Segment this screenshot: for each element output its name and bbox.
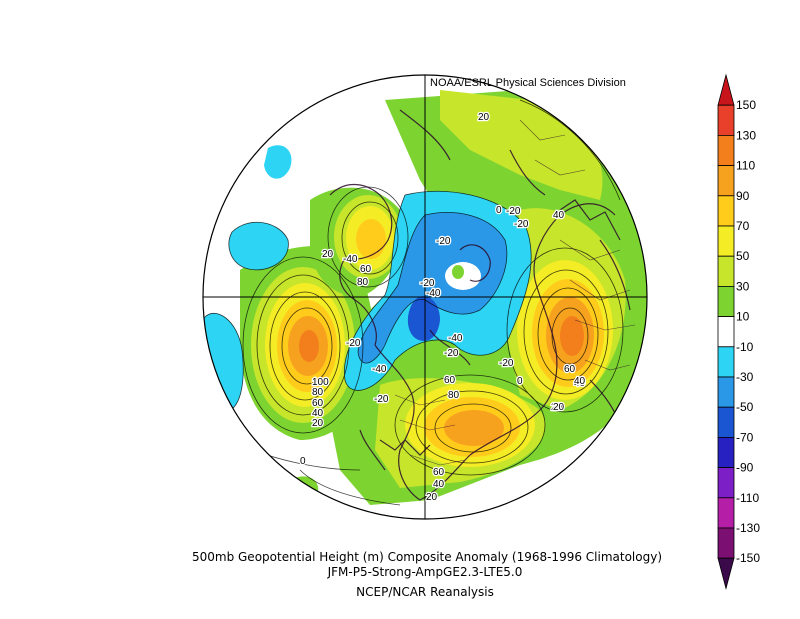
ridge-south bbox=[405, 383, 535, 467]
near-zero-island bbox=[445, 262, 481, 290]
contour-label: -20 bbox=[436, 236, 451, 247]
negative-patch-far-north bbox=[264, 145, 292, 179]
contour-label: 100 bbox=[312, 377, 329, 388]
ridge-northwest bbox=[334, 195, 402, 279]
contour-label: 20 bbox=[553, 402, 565, 413]
contour-label: 20 bbox=[322, 249, 334, 260]
caption-composite: JFM-P5-Strong-AmpGE2.3-LTE5.0 bbox=[327, 565, 523, 579]
colorbar-swatch bbox=[717, 285, 735, 317]
map-outline bbox=[202, 74, 648, 520]
contour-label: 60 bbox=[312, 398, 324, 409]
contour-label: 0 bbox=[300, 456, 306, 467]
borders bbox=[394, 119, 636, 466]
negative-patch-pacific-north bbox=[228, 222, 289, 270]
contour-label: 40 bbox=[553, 210, 565, 221]
colorbar-tick-label: 150 bbox=[736, 98, 756, 112]
colorbar-swatch bbox=[717, 316, 735, 348]
contour-label: -20 bbox=[514, 219, 529, 230]
anomaly-fields bbox=[203, 75, 647, 519]
colorbar-swatch bbox=[717, 557, 735, 590]
contour-label: -40 bbox=[343, 254, 358, 265]
contour-label: 0 bbox=[496, 205, 502, 216]
contour-label: 0 bbox=[517, 376, 523, 387]
contour-label: -40 bbox=[426, 288, 441, 299]
negative-core-polar bbox=[358, 212, 507, 364]
colorbar-tick-label: 50 bbox=[736, 249, 750, 263]
contour-label: -20 bbox=[506, 206, 521, 217]
contour-label: 80 bbox=[448, 390, 460, 401]
contour-label: -20 bbox=[420, 278, 435, 289]
contour-label: 80 bbox=[312, 387, 324, 398]
contour-label: 60 bbox=[564, 364, 576, 375]
contour-label: 20 bbox=[478, 112, 490, 123]
contour-label: 60 bbox=[433, 467, 445, 478]
colorbar-tick-label: -110 bbox=[736, 491, 759, 505]
colorbar-swatch bbox=[717, 406, 735, 438]
colorbar-swatch bbox=[717, 497, 735, 529]
small-positive-cell bbox=[452, 265, 464, 279]
meridian-axes bbox=[203, 75, 647, 519]
colorbar-swatch bbox=[717, 225, 735, 257]
colorbar-tick-label: -90 bbox=[736, 461, 754, 475]
contour-label: 40 bbox=[433, 479, 445, 490]
colorbar-tick-label: 130 bbox=[736, 128, 756, 142]
contour-label: 40 bbox=[574, 378, 586, 389]
contour-label: -20 bbox=[346, 338, 361, 349]
colorbar-swatch bbox=[717, 255, 735, 287]
contour-label: -20 bbox=[374, 394, 389, 405]
contour-label: 60 bbox=[444, 375, 456, 386]
contour-label: 20 bbox=[312, 418, 324, 429]
colorbar-swatch bbox=[717, 436, 735, 468]
contour-label: -20 bbox=[444, 348, 459, 359]
colorbar-swatch bbox=[717, 73, 735, 106]
contour-label: 60 bbox=[360, 264, 372, 275]
colorbar-tick-label: 90 bbox=[736, 189, 750, 203]
polar-map bbox=[202, 74, 648, 520]
colorbar-swatch bbox=[717, 346, 735, 378]
contour-label: 40 bbox=[574, 376, 586, 387]
caption-source: NCEP/NCAR Reanalysis bbox=[356, 585, 494, 599]
colorbar: 150 130 110 90 70 50 30 10 -10 -30 -50 -70 -90 -110 -1… bbox=[717, 73, 760, 590]
colorbar-tick-label: -130 bbox=[736, 521, 760, 535]
contour-label: 20 bbox=[426, 492, 438, 503]
colorbar-tick-label: -70 bbox=[736, 430, 754, 444]
colorbar-tick-label: -30 bbox=[736, 370, 754, 384]
colorbar-swatch bbox=[717, 195, 735, 227]
colorbar-tick-label: 110 bbox=[736, 159, 755, 173]
coastlines bbox=[329, 109, 631, 501]
contour-lines bbox=[203, 99, 624, 506]
credit-text: NOAA/ESRL Physical Sciences Division bbox=[430, 77, 626, 89]
contour-label: -40 bbox=[448, 333, 463, 344]
contour-label: -20 bbox=[499, 358, 514, 369]
negative-deep-core bbox=[407, 296, 440, 341]
contour-label: 40 bbox=[312, 408, 324, 419]
colorbar-swatch bbox=[717, 376, 735, 408]
colorbar-tick-label: 30 bbox=[736, 279, 750, 293]
contour-label: 80 bbox=[357, 277, 369, 288]
colorbar-tick-label: -150 bbox=[736, 551, 760, 565]
contour-label: 20 bbox=[551, 402, 563, 413]
colorbar-tick-label: -50 bbox=[736, 400, 754, 414]
colorbar-tick-label: 10 bbox=[736, 310, 750, 324]
colorbar-swatch bbox=[717, 134, 735, 166]
colorbar-tick-label: -10 bbox=[736, 340, 754, 354]
colorbar-swatch bbox=[717, 165, 735, 197]
caption-title: 500mb Geopotential Height (m) Composite … bbox=[191, 550, 662, 564]
contour-label: -40 bbox=[372, 364, 387, 375]
colorbar-tick-label: 70 bbox=[736, 219, 750, 233]
colorbar-swatch bbox=[717, 467, 735, 499]
colorbar-swatch bbox=[717, 104, 735, 136]
ridge-east bbox=[517, 260, 613, 400]
